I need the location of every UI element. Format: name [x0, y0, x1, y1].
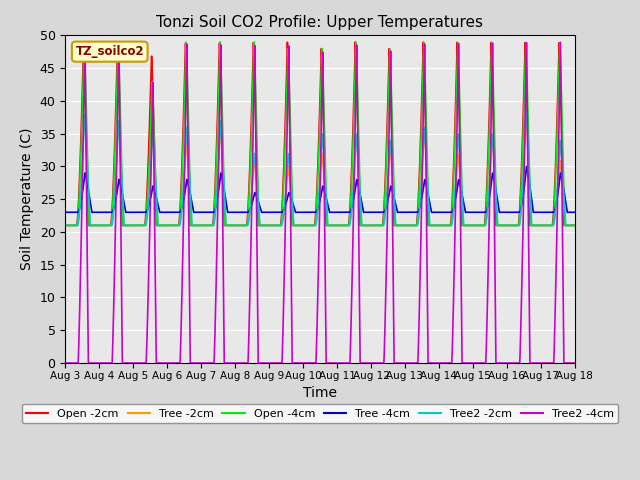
Open -4cm	[463, 223, 470, 228]
Tree -2cm	[571, 223, 579, 228]
Tree -2cm	[153, 204, 161, 210]
Open -2cm	[571, 223, 579, 228]
Open -4cm	[61, 223, 69, 228]
Tree2 -2cm	[570, 223, 578, 228]
Tree2 -4cm	[463, 360, 470, 366]
Tree2 -2cm	[434, 223, 442, 228]
Tree2 -4cm	[570, 360, 578, 366]
Open -4cm	[570, 223, 578, 228]
Open -2cm	[434, 223, 442, 228]
Tree2 -2cm	[153, 199, 161, 205]
Tree -4cm	[406, 209, 413, 215]
Line: Tree -4cm: Tree -4cm	[65, 167, 575, 212]
Tree2 -4cm	[61, 360, 69, 366]
Tree -2cm	[301, 223, 308, 228]
Open -2cm	[61, 223, 69, 228]
Open -4cm	[571, 223, 579, 228]
Open -4cm	[153, 216, 161, 222]
Open -4cm	[301, 223, 308, 228]
Tree2 -2cm	[61, 223, 69, 228]
Open -4cm	[406, 223, 413, 228]
Text: TZ_soilco2: TZ_soilco2	[76, 45, 144, 58]
Tree -4cm	[434, 209, 442, 215]
Tree2 -4cm	[571, 360, 579, 366]
Tree2 -2cm	[463, 223, 470, 228]
Open -2cm	[406, 223, 413, 228]
Tree -4cm	[523, 164, 531, 169]
Open -2cm	[463, 223, 470, 228]
Open -2cm	[570, 223, 578, 228]
Line: Tree2 -4cm: Tree2 -4cm	[65, 42, 575, 363]
Tree2 -2cm	[406, 223, 413, 228]
Line: Tree -2cm: Tree -2cm	[65, 115, 575, 226]
Tree2 -4cm	[153, 360, 161, 366]
Line: Tree2 -2cm: Tree2 -2cm	[65, 108, 575, 226]
Tree2 -4cm	[301, 360, 308, 366]
Title: Tonzi Soil CO2 Profile: Upper Temperatures: Tonzi Soil CO2 Profile: Upper Temperatur…	[157, 15, 483, 30]
Tree -4cm	[570, 209, 578, 215]
Tree -2cm	[434, 223, 442, 228]
Tree -4cm	[153, 197, 161, 203]
Open -2cm	[351, 39, 359, 45]
Tree -2cm	[463, 223, 470, 228]
Tree2 -4cm	[406, 360, 413, 366]
X-axis label: Time: Time	[303, 386, 337, 400]
Tree -4cm	[301, 209, 308, 215]
Tree -2cm	[406, 223, 413, 228]
Open -4cm	[434, 223, 442, 228]
Tree -2cm	[522, 112, 530, 118]
Open -4cm	[216, 39, 224, 45]
Tree -4cm	[463, 209, 470, 215]
Tree2 -4cm	[434, 360, 442, 366]
Open -2cm	[301, 223, 308, 228]
Tree2 -2cm	[522, 105, 530, 111]
Line: Open -4cm: Open -4cm	[65, 42, 575, 226]
Tree -2cm	[570, 223, 578, 228]
Legend: Open -2cm, Tree -2cm, Open -4cm, Tree -4cm, Tree2 -2cm, Tree2 -4cm: Open -2cm, Tree -2cm, Open -4cm, Tree -4…	[22, 404, 618, 423]
Tree -4cm	[571, 209, 579, 215]
Line: Open -2cm: Open -2cm	[65, 42, 575, 226]
Y-axis label: Soil Temperature (C): Soil Temperature (C)	[20, 128, 34, 270]
Tree2 -4cm	[81, 39, 89, 45]
Tree2 -2cm	[571, 223, 579, 228]
Tree -4cm	[61, 209, 69, 215]
Open -2cm	[153, 223, 161, 228]
Tree -2cm	[61, 223, 69, 228]
Tree2 -2cm	[301, 223, 308, 228]
